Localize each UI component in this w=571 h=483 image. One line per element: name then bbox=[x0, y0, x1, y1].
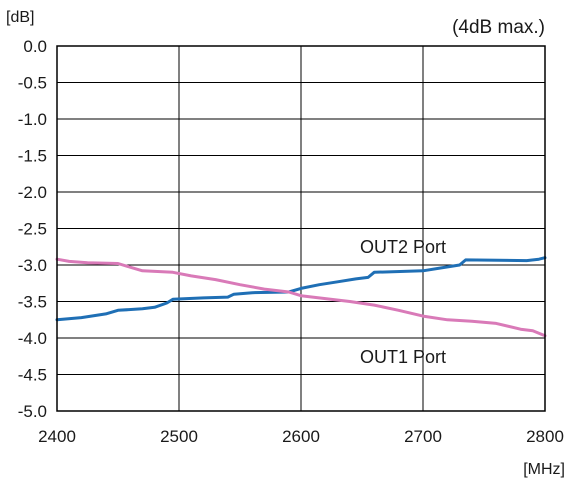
y-tick-label: 0.0 bbox=[23, 37, 47, 56]
y-tick-label: -4.0 bbox=[18, 329, 47, 348]
max-loss-annotation: (4dB max.) bbox=[452, 17, 545, 38]
series-lines bbox=[55, 256, 547, 338]
y-tick-label: -4.5 bbox=[18, 366, 47, 385]
x-tick-label: 2800 bbox=[526, 427, 564, 446]
y-tick-label: -3.0 bbox=[18, 256, 47, 275]
y-tick-label: -1.5 bbox=[18, 147, 47, 166]
y-tick-label: -3.5 bbox=[18, 293, 47, 312]
y-tick-label: -0.5 bbox=[18, 74, 47, 93]
y-tick-label: -5.0 bbox=[18, 402, 47, 421]
series-line-out1 bbox=[55, 257, 547, 338]
series-label-out1: OUT1 Port bbox=[360, 347, 446, 367]
x-axis-unit-label: [MHz] bbox=[523, 461, 565, 478]
y-tick-label: -1.0 bbox=[18, 110, 47, 129]
x-tick-label: 2700 bbox=[404, 427, 442, 446]
y-tick-label: -2.5 bbox=[18, 220, 47, 239]
grid-lines bbox=[56, 45, 546, 412]
series-line-out2 bbox=[55, 256, 547, 322]
x-tick-label: 2600 bbox=[282, 427, 320, 446]
plot-frame bbox=[56, 45, 546, 412]
y-axis-unit-label: [dB] bbox=[6, 9, 34, 26]
x-tick-label: 2400 bbox=[38, 427, 76, 446]
tick-labels: 2400 2500 2600 2700 2800 0.0 -0.5 -1.0 -1.5 -2.0 -… bbox=[18, 37, 564, 446]
series-label-out2: OUT2 Port bbox=[360, 237, 446, 257]
y-tick-label: -2.0 bbox=[18, 183, 47, 202]
x-tick-label: 2500 bbox=[160, 427, 198, 446]
